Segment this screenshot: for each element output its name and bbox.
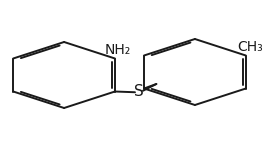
- Text: S: S: [134, 84, 144, 99]
- Text: NH₂: NH₂: [104, 43, 131, 57]
- Text: CH₃: CH₃: [237, 40, 263, 54]
